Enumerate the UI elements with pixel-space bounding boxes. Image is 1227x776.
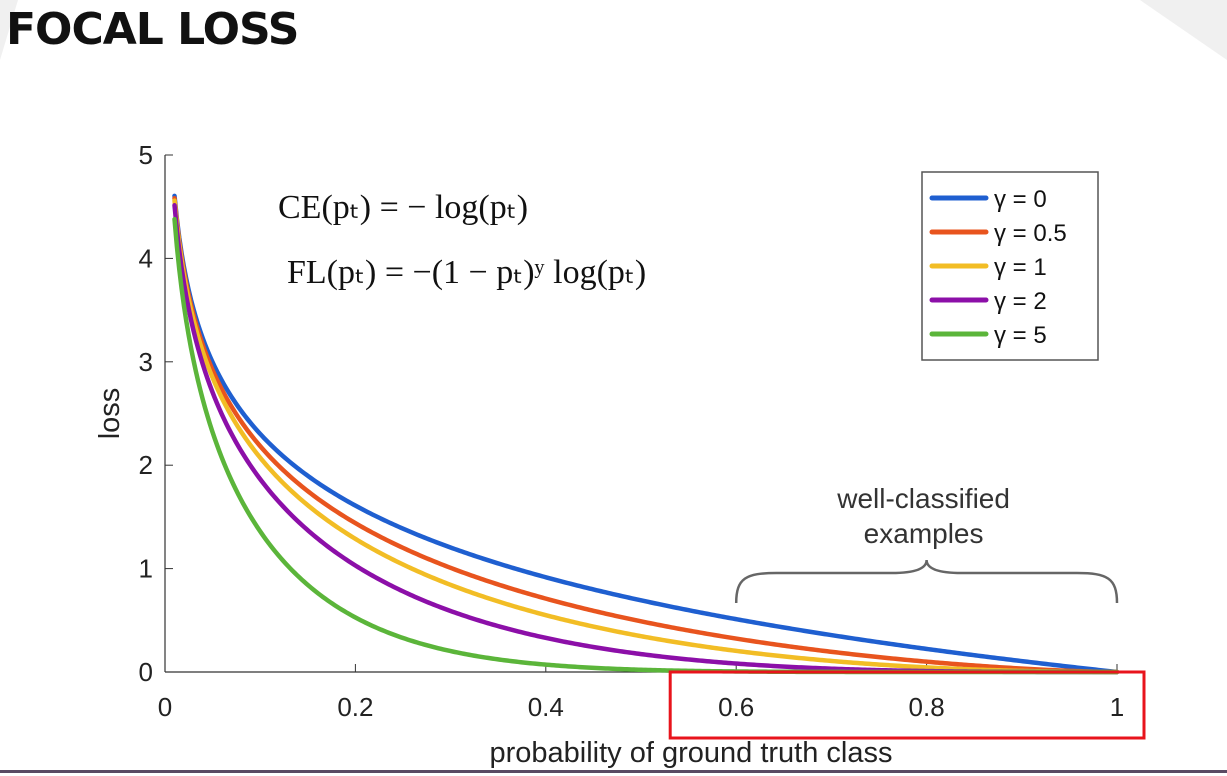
series-line-gamma-0	[172, 193, 1120, 675]
series-line-gamma-1	[172, 198, 1120, 675]
y-tick-label: 4	[139, 243, 153, 273]
highlight-box	[668, 670, 1146, 740]
slide-bottom-rule	[0, 770, 1227, 773]
y-tick-label: 0	[139, 657, 153, 687]
y-axis-label: loss	[94, 388, 126, 440]
slide-title: FOCAL LOSS	[6, 4, 299, 55]
legend-label: γ = 1	[994, 254, 1047, 281]
annotation-line-1: well-classified	[836, 483, 1010, 514]
brace-annotation	[734, 559, 1119, 604]
x-tick-label: 1	[1110, 692, 1124, 722]
legend-label: γ = 0	[994, 186, 1047, 213]
y-tick-label: 2	[139, 450, 153, 480]
legend-label: γ = 5	[994, 322, 1047, 349]
x-axis-label: probability of ground truth class	[490, 737, 893, 769]
ce-formula: CE(pₜ) = − log(pₜ)	[278, 189, 528, 226]
annotation-line-2: examples	[864, 518, 984, 549]
y-tick-label: 3	[139, 347, 153, 377]
legend-label: γ = 2	[994, 288, 1047, 315]
legend-label: γ = 0.5	[994, 220, 1067, 247]
x-tick-label: 0.6	[718, 692, 754, 722]
x-tick-label: 0.2	[337, 692, 373, 722]
x-tick-label: 0.8	[909, 692, 945, 722]
y-tick-label: 5	[139, 140, 153, 170]
y-tick-label: 1	[139, 554, 153, 584]
x-tick-label: 0.4	[528, 692, 564, 722]
fl-formula: FL(pₜ) = −(1 − pₜ)ʸ log(pₜ)	[287, 254, 646, 291]
series-line-gamma-0-5	[172, 195, 1120, 675]
x-tick-label: 0	[158, 692, 172, 722]
